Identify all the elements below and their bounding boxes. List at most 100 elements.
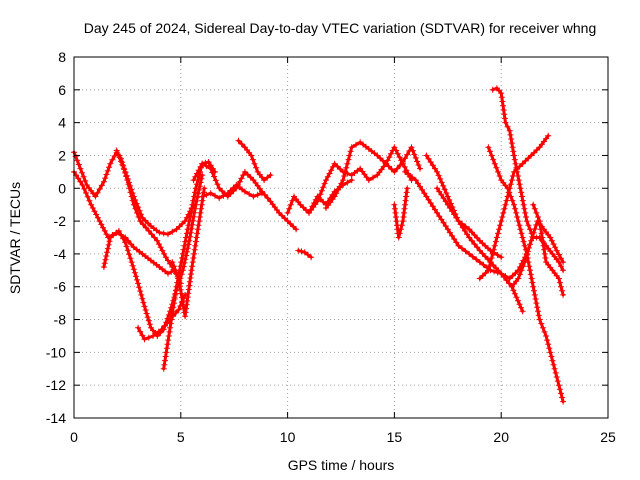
data-point (103, 171, 110, 178)
data-point (558, 283, 564, 290)
data-point (199, 160, 206, 167)
data-point (123, 172, 130, 179)
series-layer (71, 85, 567, 405)
data-point (336, 183, 343, 190)
y-tick-label: 2 (58, 147, 66, 163)
data-point (104, 167, 111, 174)
data-point (79, 182, 86, 188)
data-point (438, 191, 445, 198)
data-point (164, 319, 171, 326)
data-point (344, 179, 351, 186)
data-point (437, 175, 444, 182)
data-point (558, 263, 564, 270)
data-point (507, 181, 514, 188)
data-point (250, 193, 257, 200)
data-point (496, 226, 503, 233)
series-line (435, 186, 503, 259)
data-point (394, 165, 401, 172)
data-point (183, 230, 190, 237)
data-point (326, 170, 333, 177)
data-point (447, 200, 454, 207)
series-track-14 (323, 139, 423, 211)
data-point (476, 247, 483, 254)
data-point (301, 249, 308, 256)
data-point (142, 217, 149, 224)
data-point (320, 184, 327, 191)
data-point (511, 168, 517, 175)
data-point (547, 349, 554, 356)
data-point (122, 239, 129, 246)
data-point (393, 147, 400, 154)
data-point (532, 296, 539, 302)
data-point (560, 259, 567, 266)
data-point (328, 167, 335, 174)
data-point (512, 270, 519, 277)
data-point (167, 324, 174, 331)
data-point (429, 203, 436, 210)
data-point (216, 195, 223, 202)
data-point (224, 190, 231, 197)
series-markers (323, 139, 423, 211)
data-point (102, 256, 109, 263)
data-point (281, 215, 288, 222)
series-track-3 (100, 172, 206, 339)
data-point (334, 163, 341, 170)
data-point (170, 304, 177, 311)
data-point (284, 209, 291, 216)
data-point (189, 201, 196, 208)
data-point (259, 190, 265, 197)
data-point (308, 254, 315, 261)
data-point (163, 345, 170, 352)
data-point (278, 212, 285, 219)
data-point (86, 197, 93, 204)
data-point (77, 165, 84, 172)
data-point (178, 290, 185, 297)
chart-title: Day 245 of 2024, Sidereal Day-to-day VTE… (84, 20, 597, 36)
data-point (137, 211, 144, 218)
data-point (101, 227, 108, 234)
data-point (548, 237, 555, 244)
data-point (340, 177, 347, 184)
data-point (137, 218, 144, 225)
data-point (479, 250, 486, 257)
data-point (192, 189, 198, 196)
data-point (238, 175, 245, 182)
data-point (555, 251, 562, 258)
data-point (517, 226, 524, 233)
series-markers (530, 201, 567, 298)
data-point (118, 158, 124, 165)
x-tick-label: 25 (600, 429, 616, 445)
data-point (77, 178, 84, 185)
data-point (139, 214, 146, 221)
data-point (492, 238, 499, 245)
data-point (141, 303, 148, 310)
data-point (504, 123, 511, 130)
data-point (342, 168, 349, 175)
data-point (188, 267, 195, 274)
data-point (133, 200, 140, 207)
data-point (179, 250, 186, 257)
data-point (519, 193, 525, 200)
series-track-13 (306, 144, 415, 216)
data-point (466, 250, 473, 257)
data-point (473, 256, 480, 263)
series-track-4 (113, 147, 197, 238)
data-point (515, 297, 521, 304)
data-point (531, 287, 537, 294)
data-point (468, 229, 475, 236)
data-point (518, 304, 524, 311)
data-point (337, 166, 344, 173)
data-point (168, 269, 175, 275)
data-point (462, 223, 469, 230)
data-point (529, 279, 536, 286)
data-point (419, 186, 426, 193)
data-point (105, 241, 112, 248)
data-point (267, 172, 274, 179)
data-point (519, 197, 526, 204)
data-point (169, 259, 176, 266)
data-point (156, 229, 163, 236)
data-point (137, 288, 144, 295)
data-point (498, 270, 505, 277)
data-point (158, 326, 165, 333)
data-point (120, 165, 127, 172)
